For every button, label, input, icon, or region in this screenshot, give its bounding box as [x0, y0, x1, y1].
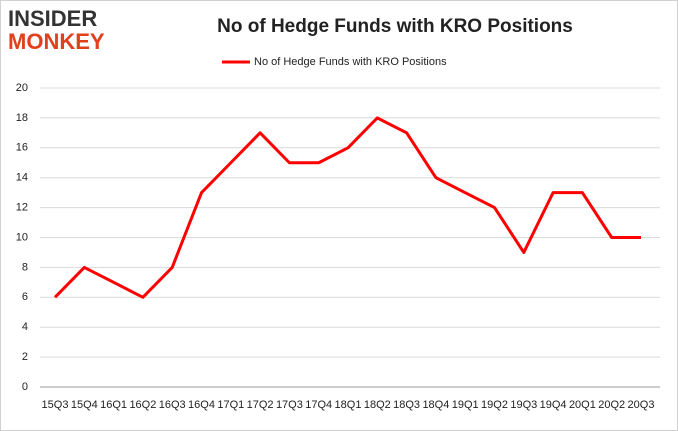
- series-line: [53, 116, 641, 299]
- x-tick-label: 18Q2: [364, 399, 391, 411]
- y-tick-label: 2: [22, 351, 28, 363]
- logo-line1: INSIDER: [8, 6, 97, 31]
- x-tick-label: 19Q1: [452, 399, 479, 411]
- legend-label: No of Hedge Funds with KRO Positions: [254, 56, 447, 68]
- x-tick-label: 16Q4: [188, 399, 215, 411]
- x-tick-label: 17Q1: [217, 399, 244, 411]
- x-tick-label: 19Q2: [481, 399, 508, 411]
- y-tick-label: 10: [16, 231, 28, 243]
- x-tick-label: 18Q4: [422, 399, 449, 411]
- x-tick-label: 15Q3: [42, 399, 69, 411]
- y-tick-label: 18: [16, 112, 28, 124]
- y-tick-label: 0: [22, 381, 28, 393]
- y-tick-label: 8: [22, 261, 28, 273]
- x-tick-label: 15Q4: [71, 399, 98, 411]
- x-tick-label: 18Q1: [335, 399, 362, 411]
- y-tick-label: 14: [16, 172, 28, 184]
- x-tick-label: 18Q3: [393, 399, 420, 411]
- x-tick-label: 20Q1: [569, 399, 596, 411]
- x-tick-label: 19Q4: [540, 399, 567, 411]
- chart-title: No of Hedge Funds with KRO Positions: [217, 16, 573, 37]
- y-tick-label: 16: [16, 142, 28, 154]
- x-tick-label: 19Q3: [510, 399, 537, 411]
- x-tick-label: 16Q1: [100, 399, 127, 411]
- logo-line2: MONKEY: [8, 29, 105, 54]
- y-tick-label: 4: [22, 321, 28, 333]
- y-tick-label: 12: [16, 202, 28, 214]
- y-tick-label: 6: [22, 291, 28, 303]
- x-tick-label: 20Q2: [598, 399, 625, 411]
- x-tick-label: 16Q3: [159, 399, 186, 411]
- x-tick-label: 20Q3: [628, 399, 655, 411]
- x-tick-label: 17Q2: [247, 399, 274, 411]
- y-tick-label: 20: [16, 82, 28, 94]
- x-tick-label: 17Q4: [305, 399, 332, 411]
- x-tick-label: 16Q2: [129, 399, 156, 411]
- x-tick-label: 17Q3: [276, 399, 303, 411]
